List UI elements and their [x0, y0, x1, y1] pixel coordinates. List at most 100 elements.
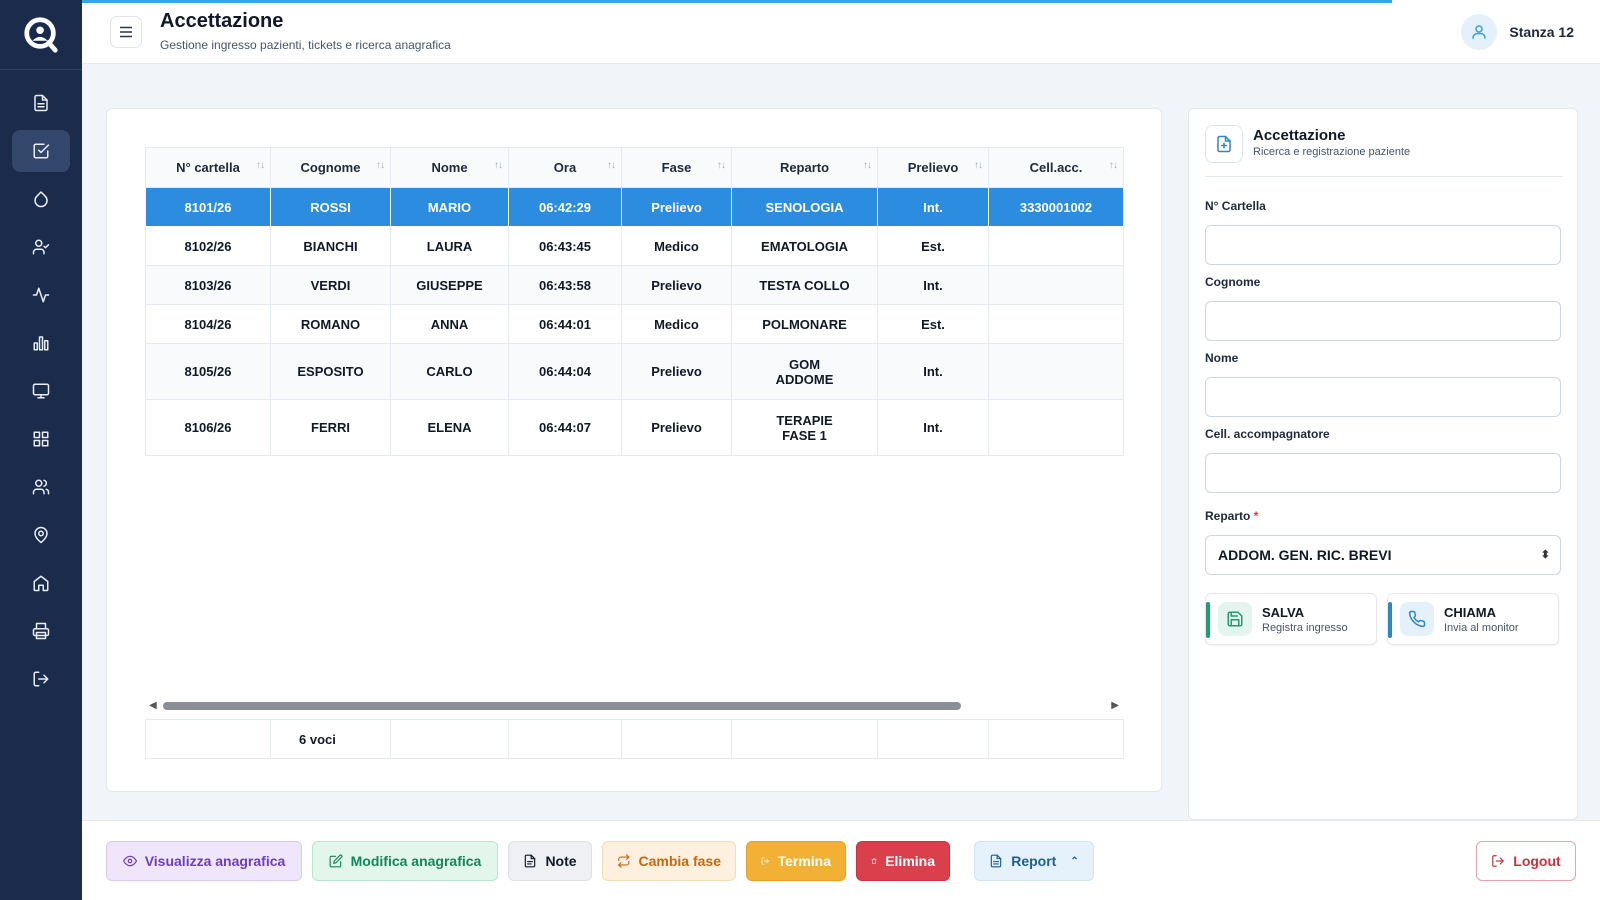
cell-ora: 06:44:04 [508, 343, 622, 400]
column-header-fase[interactable]: Fase ↑↓ [621, 147, 732, 188]
column-header-cartella[interactable]: N° cartella ↑↓ [145, 147, 271, 188]
nav-exit[interactable] [12, 658, 70, 700]
cell-prelievo: Int. [877, 343, 989, 400]
table-row[interactable]: 8101/26 ROSSI MARIO 06:42:29 Prelievo SE… [145, 187, 1124, 227]
nome-input[interactable] [1205, 377, 1561, 417]
nav-home[interactable] [12, 562, 70, 604]
cell-ora: 06:44:01 [508, 304, 622, 344]
scroll-left-icon[interactable]: ◀ [149, 700, 157, 711]
sort-icon[interactable]: ↑↓ [494, 160, 503, 171]
column-header-prelievo[interactable]: Prelievo ↑↓ [877, 147, 989, 188]
cell-accompagnatore-input[interactable] [1205, 453, 1561, 493]
chevron-up-icon[interactable]: ⌃ [1070, 855, 1079, 867]
sort-icon[interactable]: ↑↓ [863, 160, 872, 171]
nav-monitor[interactable] [12, 370, 70, 412]
cognome-input[interactable] [1205, 301, 1561, 341]
call-icon-box [1400, 602, 1434, 636]
horizontal-scrollbar[interactable]: ◀ ▶ [145, 699, 1123, 713]
cartella-label: N° Cartella [1205, 199, 1266, 213]
patients-table-card: N° cartella ↑↓ Cognome ↑↓ Nome ↑↓ Ora ↑↓ Fas… [106, 108, 1162, 792]
menu-toggle-button[interactable] [110, 16, 142, 48]
notes-button[interactable]: Note [508, 841, 592, 881]
sort-icon[interactable]: ↑↓ [256, 160, 265, 171]
view-patient-button[interactable]: Visualizza anagrafica [106, 841, 302, 881]
table-row[interactable]: 8106/26 FERRI ELENA 06:44:07 Prelievo TE… [145, 399, 1124, 456]
change-phase-button[interactable]: Cambia fase [602, 841, 736, 881]
column-label: N° cartella [176, 160, 240, 175]
cell-cell [988, 265, 1124, 305]
sort-icon[interactable]: ↑↓ [607, 160, 616, 171]
cell-cell [988, 304, 1124, 344]
column-header-cognome[interactable]: Cognome ↑↓ [270, 147, 391, 188]
sort-icon[interactable]: ↑↓ [974, 160, 983, 171]
cell-reparto: EMATOLOGIA [731, 226, 878, 266]
app-logo[interactable] [0, 0, 82, 70]
footer-cell [988, 719, 1124, 759]
scrollbar-thumb[interactable] [163, 702, 961, 710]
table-row[interactable]: 8104/26 ROMANO ANNA 06:44:01 Medico POLM… [145, 304, 1124, 344]
nav-user-check[interactable] [12, 226, 70, 268]
hamburger-icon [120, 26, 132, 38]
report-button[interactable]: Report ⌃ [974, 841, 1094, 881]
cell-prelievo: Int. [877, 187, 989, 227]
reparto-line: GOM [788, 356, 821, 372]
table-row[interactable]: 8103/26 VERDI GIUSEPPE 06:43:58 Prelievo… [145, 265, 1124, 305]
nav-activity[interactable] [12, 274, 70, 316]
call-button[interactable]: CHIAMA Invia al monitor [1387, 593, 1559, 645]
sign-out-icon [761, 857, 769, 865]
reparto-select[interactable]: ADDOM. GEN. RIC. BREVI ⬍ [1205, 535, 1561, 575]
edit-patient-button[interactable]: Modifica anagrafica [312, 841, 498, 881]
room-label: Stanza 12 [1509, 24, 1574, 40]
nav-users[interactable] [12, 466, 70, 508]
table-row[interactable]: 8105/26 ESPOSITO CARLO 06:44:04 Prelievo… [145, 343, 1124, 400]
nav-accettazione[interactable] [12, 130, 70, 172]
cartella-input[interactable] [1205, 225, 1561, 265]
nav-documents[interactable] [12, 82, 70, 124]
cell-cartella: 8102/26 [145, 226, 271, 266]
nav-locations[interactable] [12, 514, 70, 556]
nav-statistics[interactable] [12, 322, 70, 364]
edit-icon [329, 854, 343, 868]
printer-icon [32, 622, 50, 640]
logout-button[interactable]: Logout [1476, 841, 1576, 881]
nav-prelievi[interactable] [12, 178, 70, 220]
nav-print[interactable] [12, 610, 70, 652]
terminate-label: Termina [777, 853, 831, 869]
top-header: Accettazione Gestione ingresso pazienti,… [82, 0, 1600, 64]
cell-nome: ELENA [390, 399, 509, 456]
sort-icon[interactable]: ↑↓ [717, 160, 726, 171]
eye-icon [122, 855, 137, 867]
sort-icon[interactable]: ↑↓ [376, 160, 385, 171]
repeat-icon [618, 854, 630, 868]
footer-cell [145, 719, 271, 759]
column-header-ora[interactable]: Ora ↑↓ [508, 147, 622, 188]
delete-button[interactable]: Elimina [856, 841, 950, 881]
users-icon [32, 479, 50, 495]
column-label: Cognome [300, 160, 361, 175]
column-header-reparto[interactable]: Reparto ↑↓ [731, 147, 878, 188]
cognome-label: Cognome [1205, 275, 1261, 289]
save-button[interactable]: SALVA Registra ingresso [1205, 593, 1377, 645]
column-header-nome[interactable]: Nome ↑↓ [390, 147, 509, 188]
view-patient-label: Visualizza anagrafica [144, 853, 286, 869]
cell-cognome: FERRI [270, 399, 391, 456]
reparto-line: TERAPIE [776, 412, 833, 428]
user-menu[interactable]: Stanza 12 [1461, 14, 1574, 50]
column-header-cell[interactable]: Cell.acc. ↑↓ [988, 147, 1124, 188]
save-title: SALVA [1262, 604, 1305, 620]
sort-icon[interactable]: ↑↓ [1109, 160, 1118, 171]
cell-cartella: 8103/26 [145, 265, 271, 305]
scroll-right-icon[interactable]: ▶ [1111, 700, 1119, 711]
table-row[interactable]: 8102/26 BIANCHI LAURA 06:43:45 Medico EM… [145, 226, 1124, 266]
terminate-button[interactable]: Termina [746, 841, 846, 881]
cell-nome: GIUSEPPE [390, 265, 509, 305]
avatar[interactable] [1461, 14, 1498, 50]
nav-grid[interactable] [12, 418, 70, 460]
cell-cognome: ESPOSITO [270, 343, 391, 400]
change-phase-label: Cambia fase [638, 853, 721, 869]
note-icon [525, 854, 536, 868]
form-title: Accettazione [1253, 127, 1346, 144]
column-label: Prelievo [907, 160, 959, 175]
form-header: Accettazione Ricerca e registrazione paz… [1205, 125, 1563, 177]
cell-cell: 3330001002 [988, 187, 1124, 227]
